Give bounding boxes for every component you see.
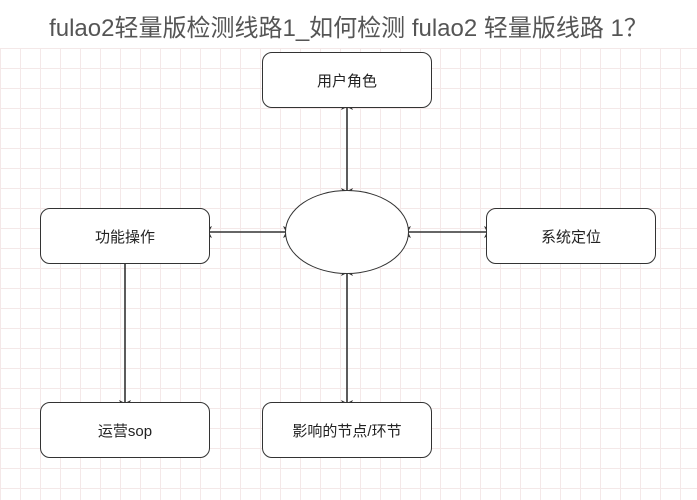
- node-operation-sop: 运营sop: [40, 402, 210, 458]
- node-label: 功能操作: [95, 226, 155, 247]
- node-function-operation: 功能操作: [40, 208, 210, 264]
- node-label: 影响的节点/环节: [292, 420, 401, 441]
- node-system-positioning: 系统定位: [486, 208, 656, 264]
- node-label: 系统定位: [541, 226, 601, 247]
- node-label: 运营sop: [98, 420, 152, 441]
- center-ellipse: [285, 190, 409, 274]
- node-user-role: 用户角色: [262, 52, 432, 108]
- node-affected-nodes: 影响的节点/环节: [262, 402, 432, 458]
- node-label: 用户角色: [317, 70, 377, 91]
- page-title: fulao2轻量版检测线路1_如何检测 fulao2 轻量版线路 1？: [0, 8, 697, 43]
